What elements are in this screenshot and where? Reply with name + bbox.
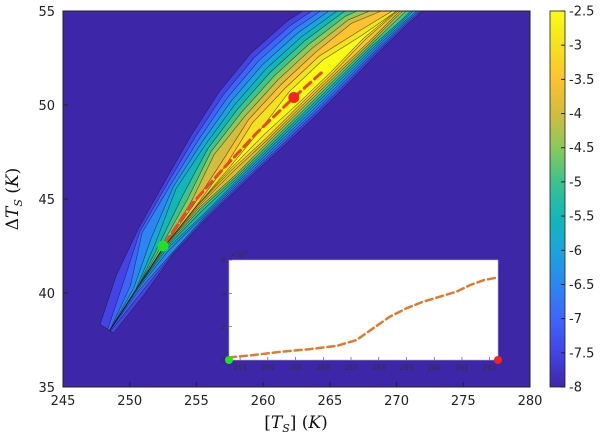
end-marker <box>288 91 300 103</box>
inset-x-tick-label: 256 <box>317 364 331 372</box>
x-tick-label: 265 <box>317 394 342 409</box>
inset-x-tick-label: 258 <box>372 364 385 372</box>
inset-x-tick-label: 254 <box>261 364 275 372</box>
y-axis-ticks: 35 40 45 50 55 <box>38 5 68 396</box>
inset-line <box>227 276 500 359</box>
colorbar: -2.5 -3 -3.5 -4 -4.5 -5 -5.5 -6 -6.5 -7 -7.5 -8 <box>549 5 594 396</box>
x-axis-label: [TS] (K) <box>264 413 328 435</box>
inset-y-tick-label: 0 <box>222 357 226 365</box>
inset-x-tick-label: 259 <box>400 364 413 372</box>
inset-x-tick-label: 257 <box>344 364 357 372</box>
inset-background <box>228 259 499 361</box>
start-marker <box>157 240 169 252</box>
x-tick-label: 255 <box>184 394 209 409</box>
colorbar-tick-label: -4.5 <box>569 141 594 156</box>
y-tick-label: 40 <box>38 287 55 302</box>
colorbar-gradient <box>549 10 566 388</box>
contour-bands <box>99 11 424 334</box>
contour-band-8 <box>109 11 404 331</box>
colorbar-tick-label: -4 <box>569 107 582 122</box>
dashed-path <box>162 69 325 246</box>
y-tick-label: 50 <box>38 99 55 114</box>
colorbar-tick-label: -8 <box>569 381 582 396</box>
y-tick-label: 55 <box>38 5 55 20</box>
colorbar-tick-label: -3 <box>569 39 582 54</box>
x-tick-label: 250 <box>117 394 142 409</box>
contour-band-7 <box>109 11 407 331</box>
x-tick-label: 260 <box>251 394 276 409</box>
colorbar-tick-label: -6 <box>569 244 582 259</box>
inset-y-tick-label: 2 <box>222 323 226 331</box>
inset-plot: 253 254 255 256 257 258 259 260 261 262 0 2 4 6 ×104 <box>222 250 502 372</box>
contour-band-6 <box>109 11 412 331</box>
colorbar-tick-label: -7 <box>569 312 582 327</box>
contour-band-5 <box>109 11 414 331</box>
colorbar-tick-label: -2.5 <box>569 5 594 20</box>
x-tick-label: 245 <box>51 394 76 409</box>
colorbar-tick-label: -6.5 <box>569 278 594 293</box>
contour-band-9 <box>109 11 401 331</box>
x-tick-label: 275 <box>451 394 476 409</box>
y-tick-label: 45 <box>38 193 55 208</box>
inset-start-marker <box>225 356 233 364</box>
x-axis-ticks: 245 250 255 260 265 270 275 280 <box>51 382 543 409</box>
inset-x-tick-label: 260 <box>428 364 441 372</box>
inset-end-marker <box>494 356 502 364</box>
inset-x-tick-label: 255 <box>289 364 302 372</box>
inset-x-tick-label: 253 <box>233 364 246 372</box>
inset-ticks: 253 254 255 256 257 258 259 260 261 262 0 2 4 6 <box>222 257 497 373</box>
inset-x-tick-label: 261 <box>455 364 468 372</box>
colorbar-tick-label: -3.5 <box>569 73 594 88</box>
x-tick-label: 270 <box>384 394 409 409</box>
inset-x-tick-label: 262 <box>483 364 496 372</box>
y-tick-label: 35 <box>38 381 55 396</box>
contour-band-10 <box>109 11 399 331</box>
colorbar-tick-label: -5 <box>569 175 582 190</box>
colorbar-ticks: -2.5 -3 -3.5 -4 -4.5 -5 -5.5 -6 -6.5 -7 -7.5 -8 <box>561 5 594 396</box>
x-tick-label: 280 <box>518 394 543 409</box>
inset-multiplier: ×104 <box>230 250 248 259</box>
inset-y-tick-label: 6 <box>222 257 227 265</box>
contour-band-11 <box>109 11 398 331</box>
inset-y-tick-label: 4 <box>222 290 227 298</box>
colorbar-tick-label: -5.5 <box>569 210 594 225</box>
colorbar-tick-label: -7.5 <box>569 346 594 361</box>
y-axis-label: ΔTS (K) <box>3 168 25 231</box>
